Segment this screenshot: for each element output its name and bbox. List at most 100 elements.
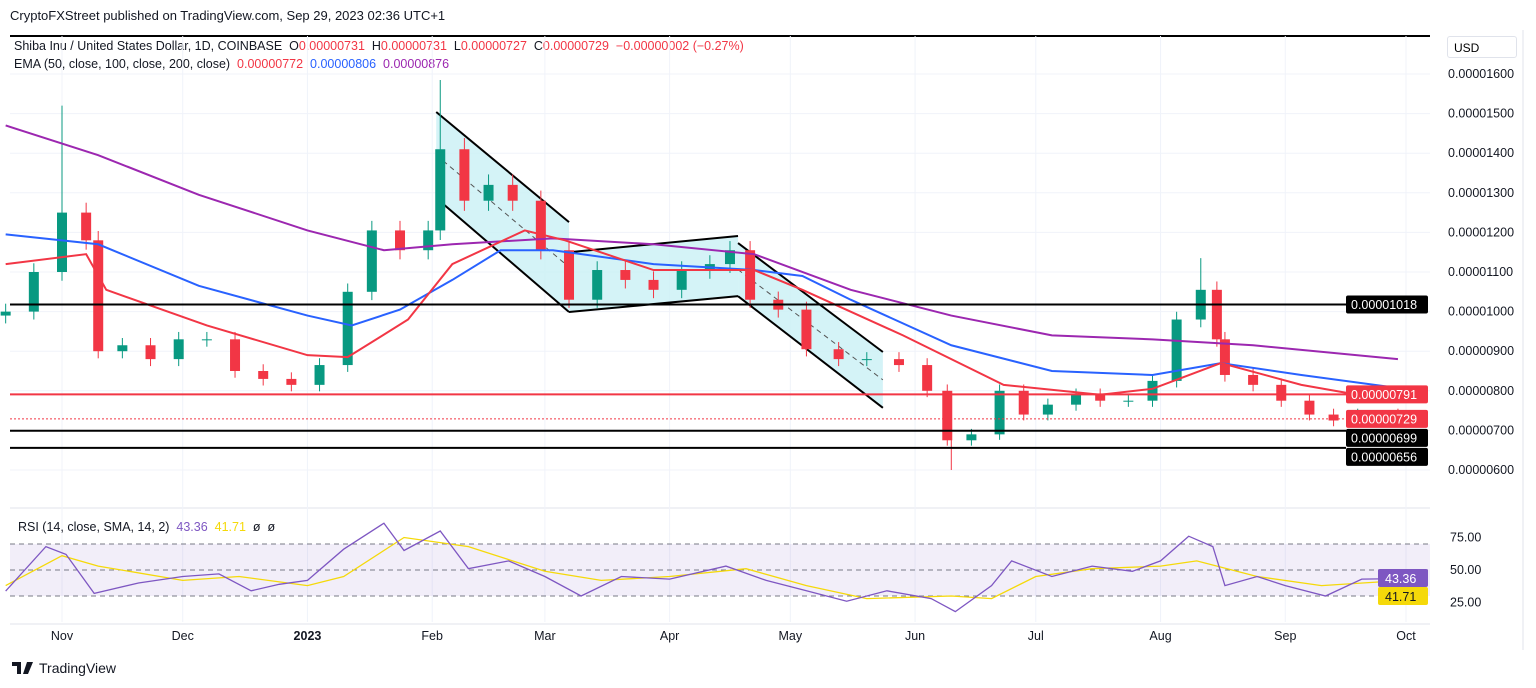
candle-body [145, 345, 156, 360]
channel-upper-line [435, 111, 570, 223]
symbol-legend: Shiba Inu / United States Dollar, 1D, CO… [14, 39, 744, 53]
time-tick-label: Mar [534, 629, 556, 643]
currency-selector[interactable]: USD [1447, 36, 1517, 58]
rsi-tick-label: 75.00 [1450, 531, 1481, 545]
candle-body [314, 365, 325, 385]
candle-body [1123, 400, 1134, 402]
publisher-caption: CryptoFXStreet published on TradingView.… [10, 8, 446, 23]
candle-body [93, 240, 104, 352]
ema100-line [5, 233, 1399, 390]
candle-body [801, 309, 812, 350]
candle-body [366, 230, 377, 292]
candle-body [833, 349, 844, 360]
ema-label[interactable]: EMA (50, close, 100, close, 200, close) [14, 57, 231, 71]
price-tick-label: 0.00001600 [1448, 67, 1514, 81]
ema100-value: 0.00000806 [310, 57, 377, 71]
candle-body [395, 230, 406, 251]
candle-body [535, 200, 546, 251]
channel-fill [436, 112, 570, 312]
candle-body [435, 149, 446, 231]
time-tick-label: Jun [905, 629, 925, 643]
time-tick-label: Nov [51, 629, 74, 643]
candle-body [724, 250, 735, 265]
time-tick-label: Apr [660, 629, 679, 643]
channel-mid-line [435, 154, 570, 268]
candle-body [942, 390, 953, 441]
candle-body [745, 250, 756, 300]
tradingview-logo-icon [12, 662, 33, 674]
candle-body [922, 365, 933, 391]
channel-lower-line [435, 197, 570, 313]
low-label: L [453, 39, 461, 53]
candle-body [1219, 339, 1230, 375]
rsi-tick-label: 50.00 [1450, 563, 1481, 577]
time-tick-label: 2023 [294, 629, 322, 643]
rsi-label[interactable]: RSI (14, close, SMA, 14, 2) [18, 520, 170, 534]
candle-body [676, 270, 687, 290]
ema50-line [5, 229, 1399, 403]
candle-body [1018, 390, 1029, 415]
change-value: −0.00000002 (−0.27%) [615, 39, 744, 53]
open-value: 0.00000731 [298, 39, 365, 53]
price-tick-label: 0.00001300 [1448, 186, 1514, 200]
candle-body [564, 250, 575, 300]
price-level-label: 0.00000729 [1351, 412, 1417, 426]
candle-body [201, 339, 212, 341]
candle-body [861, 359, 872, 361]
price-tick-label: 0.00001200 [1448, 225, 1514, 239]
candle-body [230, 339, 241, 371]
high-value: 0.00000731 [380, 39, 447, 53]
symbol-name[interactable]: Shiba Inu / United States Dollar, 1D, CO… [14, 39, 283, 53]
candle-body [1071, 394, 1082, 405]
tradingview-logo[interactable]: TradingView [12, 660, 116, 676]
price-tick-label: 0.00001500 [1448, 107, 1514, 121]
candle-body [342, 291, 353, 366]
candle-body [507, 184, 518, 201]
rsi-na-1: ø [252, 520, 261, 534]
price-level-label: 0.00001018 [1351, 298, 1417, 312]
price-level-label: 0.00000791 [1351, 388, 1417, 402]
time-tick-label: Jul [1028, 629, 1044, 643]
price-tick-label: 0.00001100 [1448, 265, 1513, 279]
price-level-badge [1346, 385, 1428, 404]
time-tick-label: May [779, 629, 803, 643]
rsi-line [5, 522, 1398, 613]
candle-body [1211, 289, 1222, 340]
candle-body [1171, 319, 1182, 381]
channel-lower-line [737, 295, 884, 409]
rsi-sma-badge-label: 41.71 [1385, 590, 1416, 604]
close-value: 0.00000729 [542, 39, 609, 53]
candle-body [1328, 414, 1339, 421]
rsi-badge-label: 43.36 [1385, 572, 1416, 586]
price-level-badge [1346, 447, 1428, 466]
candle-body [28, 272, 39, 312]
price-level-badge [1346, 295, 1428, 314]
candle-body [1276, 384, 1287, 401]
candle-body [117, 345, 128, 352]
rsi-legend: RSI (14, close, SMA, 14, 2) 43.36 41.71 … [18, 520, 275, 534]
rsi-sma-badge [1378, 587, 1428, 605]
time-tick-label: Aug [1149, 629, 1171, 643]
candle-body [1042, 404, 1053, 415]
rsi-value: 43.36 [176, 520, 208, 534]
rsi-na-2: ø [267, 520, 276, 534]
price-tick-label: 0.00001400 [1448, 146, 1514, 160]
price-tick-label: 0.00001000 [1448, 305, 1514, 319]
price-level-label: 0.00000656 [1351, 450, 1417, 464]
price-level-label: 0.00000699 [1351, 431, 1417, 445]
candle-body [1248, 374, 1259, 385]
open-label: O [289, 39, 299, 53]
price-tick-label: 0.00000800 [1448, 384, 1514, 398]
time-tick-label: Sep [1274, 629, 1296, 643]
ema-legend: EMA (50, close, 100, close, 200, close) … [14, 57, 449, 71]
candle-body [173, 339, 184, 360]
candle-body [893, 359, 904, 366]
rsi-value-badge [1378, 569, 1428, 587]
price-level-badge [1346, 428, 1428, 447]
candle-body [1095, 394, 1106, 401]
candle-body [0, 311, 11, 316]
candle-body [423, 230, 434, 251]
channel-upper-line [737, 242, 884, 353]
candle-body [592, 270, 603, 300]
